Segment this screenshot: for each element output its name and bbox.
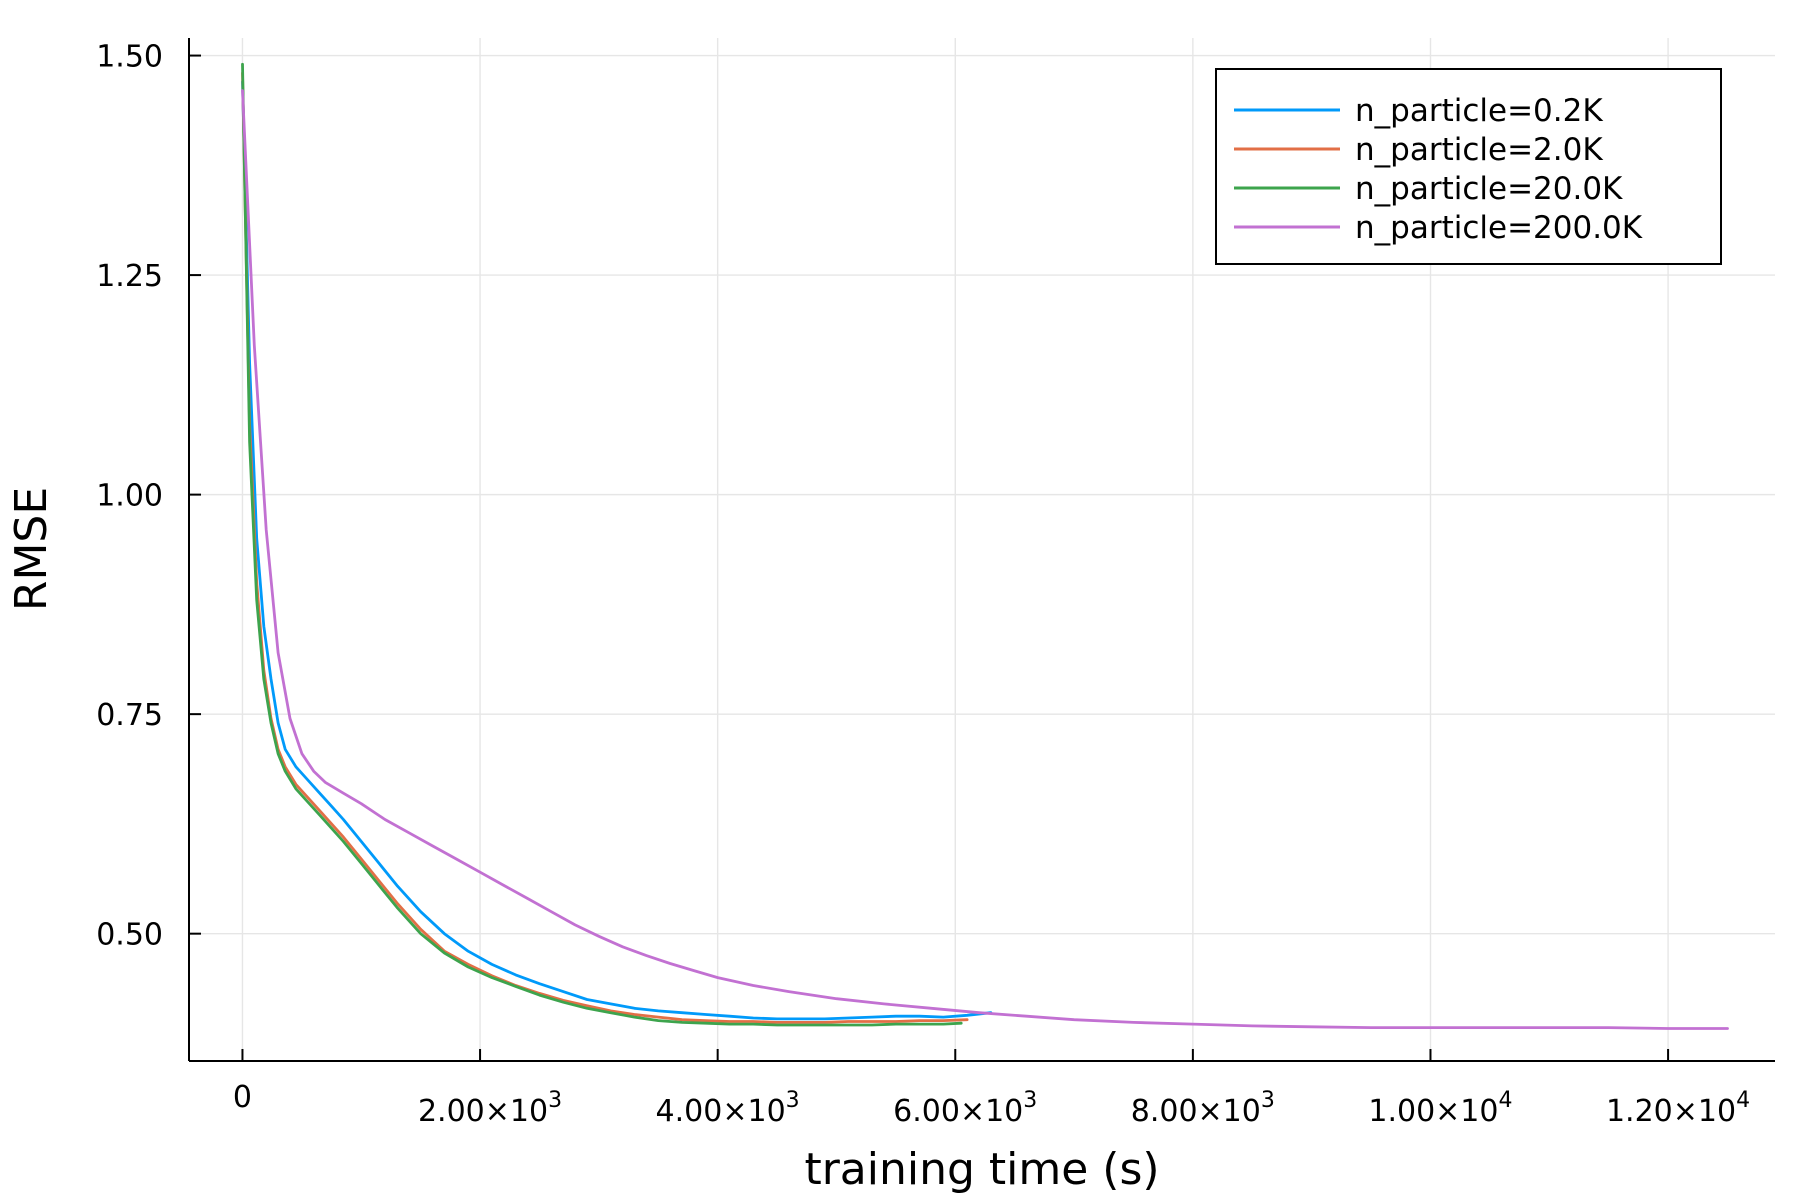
x-tick-exponent: 4: [1498, 1088, 1512, 1113]
legend-label: n_particle=20.0K: [1355, 171, 1623, 207]
x-tick-exponent: 3: [786, 1088, 800, 1113]
y-tick-label: 1.50: [96, 40, 163, 75]
legend-label: n_particle=200.0K: [1355, 210, 1643, 246]
grid: [189, 38, 1775, 1061]
x-ticks: 0 2.00×103 4.00×103 6.00×103 8.00×103 1.00×10…: [233, 1049, 1750, 1129]
x-tick-exponent: 3: [1261, 1088, 1275, 1113]
legend-label: n_particle=2.0K: [1355, 132, 1603, 168]
series-line-1: [241, 80, 993, 1021]
x-axis-title: training time (s): [804, 1144, 1159, 1195]
series-group: [241, 62, 1729, 1030]
x-tick-label: 4.00×103: [656, 1088, 800, 1129]
x-tick-label: 1.00×104: [1368, 1088, 1512, 1129]
x-tick-exponent: 3: [548, 1088, 562, 1113]
y-ticks: 0.50 0.75 1.00 1.25 1.50: [96, 40, 201, 953]
y-axis-title: RMSE: [6, 487, 57, 611]
x-tick-mantissa: 6.00×10: [893, 1094, 1023, 1129]
legend-label: n_particle=0.2K: [1355, 93, 1603, 129]
x-tick-mantissa: 2.00×10: [418, 1094, 548, 1129]
x-tick-mantissa: 4.00×10: [656, 1094, 786, 1129]
axes: [188, 38, 1775, 1062]
x-tick-mantissa: 1.00×10: [1368, 1094, 1498, 1129]
x-tick-label: 8.00×103: [1131, 1088, 1275, 1129]
y-tick-label: 1.25: [96, 259, 163, 294]
y-tick-label: 1.00: [96, 479, 163, 514]
x-tick-mantissa: 8.00×10: [1131, 1094, 1261, 1129]
legend: n_particle=0.2Kn_particle=2.0Kn_particle…: [1215, 68, 1722, 265]
y-tick-label: 0.75: [96, 698, 163, 733]
x-tick-label: 6.00×103: [893, 1088, 1037, 1129]
x-tick-label: 1.20×104: [1606, 1088, 1750, 1129]
x-tick-label: 2.00×103: [418, 1088, 562, 1129]
series-line-3: [241, 62, 963, 1027]
legend-box: [1215, 68, 1722, 265]
x-tick-exponent: 4: [1736, 1088, 1750, 1113]
x-tick-exponent: 3: [1023, 1088, 1037, 1113]
x-tick-mantissa: 1.20×10: [1606, 1094, 1736, 1129]
x-tick-label: 0: [233, 1080, 252, 1115]
series-line-4: [241, 89, 1729, 1030]
y-tick-label: 0.50: [96, 918, 163, 953]
